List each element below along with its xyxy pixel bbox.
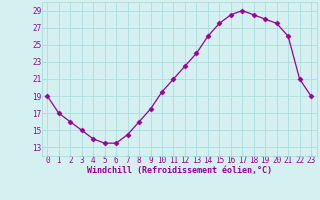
X-axis label: Windchill (Refroidissement éolien,°C): Windchill (Refroidissement éolien,°C) <box>87 166 272 175</box>
